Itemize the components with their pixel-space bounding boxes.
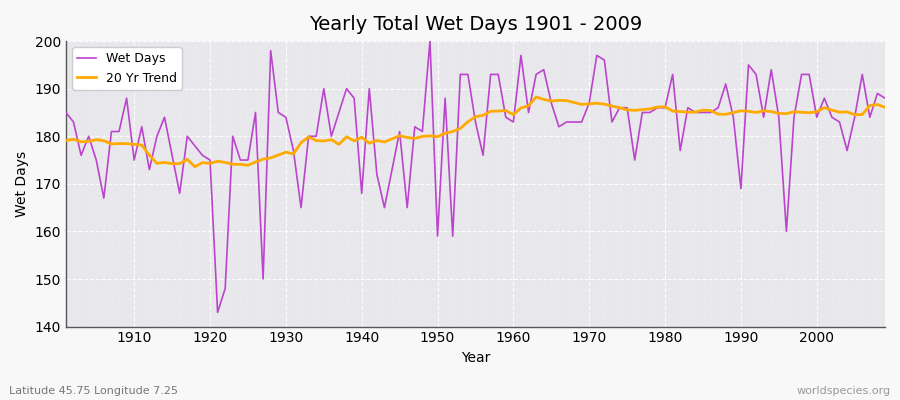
Title: Yearly Total Wet Days 1901 - 2009: Yearly Total Wet Days 1901 - 2009 [309,15,642,34]
20 Yr Trend [614,105,625,110]
Wet Days [614,105,625,110]
Wet Days [212,310,223,315]
X-axis label: Year: Year [461,351,491,365]
Wet Days [60,110,71,115]
Wet Days [122,96,132,101]
20 Yr Trend [60,138,71,143]
Wet Days [425,39,436,44]
Text: worldspecies.org: worldspecies.org [796,386,891,396]
20 Yr Trend [531,95,542,100]
20 Yr Trend [189,164,200,169]
Text: Latitude 45.75 Longitude 7.25: Latitude 45.75 Longitude 7.25 [9,386,178,396]
20 Yr Trend [341,134,352,139]
Line: Wet Days: Wet Days [66,41,885,312]
20 Yr Trend [516,106,526,110]
Wet Days [879,96,890,101]
Legend: Wet Days, 20 Yr Trend: Wet Days, 20 Yr Trend [72,47,182,90]
20 Yr Trend [879,105,890,110]
Wet Days [295,205,306,210]
Line: 20 Yr Trend: 20 Yr Trend [66,97,885,167]
Y-axis label: Wet Days: Wet Days [15,151,29,217]
20 Yr Trend [508,112,518,117]
Wet Days [523,110,534,115]
Wet Days [516,53,526,58]
Wet Days [341,86,352,91]
20 Yr Trend [122,141,132,146]
20 Yr Trend [295,140,306,145]
